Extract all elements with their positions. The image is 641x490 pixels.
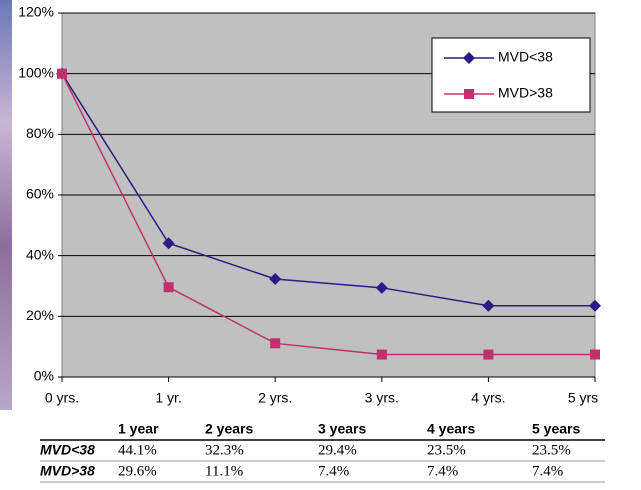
y-tick-label: 40% [26,246,54,262]
marker [483,350,493,360]
marker [57,69,67,79]
x-tick-label: 5 yrs [568,390,598,406]
table-header: 4 years [427,421,475,437]
marker [164,282,174,292]
x-tick-label: 4 yrs. [471,390,505,406]
table-header: 5 years [532,421,580,437]
table-header: 3 years [318,421,366,437]
y-tick-label: 20% [26,307,54,323]
table-cell: 7.4% [427,463,458,479]
legend-label: MVD<38 [498,49,553,65]
table-header: 1 year [118,421,159,437]
x-tick-label: 0 yrs. [45,390,79,406]
table-cell: 32.3% [205,442,244,458]
table-header: 2 years [205,421,253,437]
x-tick-label: 1 yr. [155,390,181,406]
chart: 0% 20% 40% 60% 80% 100% 120% 0 yrs. 1 yr. 2 yrs. 3… [0,0,641,490]
background-strip [0,0,12,410]
y-tick-label: 100% [18,64,54,80]
row-label: MVD<38 [40,442,95,458]
table-cell: 44.1% [118,442,157,458]
legend-label: MVD>38 [498,85,553,101]
marker [590,350,600,360]
marker [464,89,474,99]
table-cell: 7.4% [532,463,563,479]
y-tick-label: 120% [18,4,54,20]
x-tick-label: 3 yrs. [365,390,399,406]
table-cell: 29.6% [118,463,157,479]
table-cell: 23.5% [532,442,571,458]
y-tick-label: 0% [34,368,54,384]
marker [377,350,387,360]
row-label: MVD>38 [40,463,95,479]
table-cell: 11.1% [205,463,243,479]
table-cell: 23.5% [427,442,466,458]
y-tick-label: 60% [26,186,54,202]
y-tick-label: 80% [26,125,54,141]
table-cell: 7.4% [318,463,349,479]
x-tick-label: 2 yrs. [258,390,292,406]
table-cell: 29.4% [318,442,357,458]
marker [270,338,280,348]
